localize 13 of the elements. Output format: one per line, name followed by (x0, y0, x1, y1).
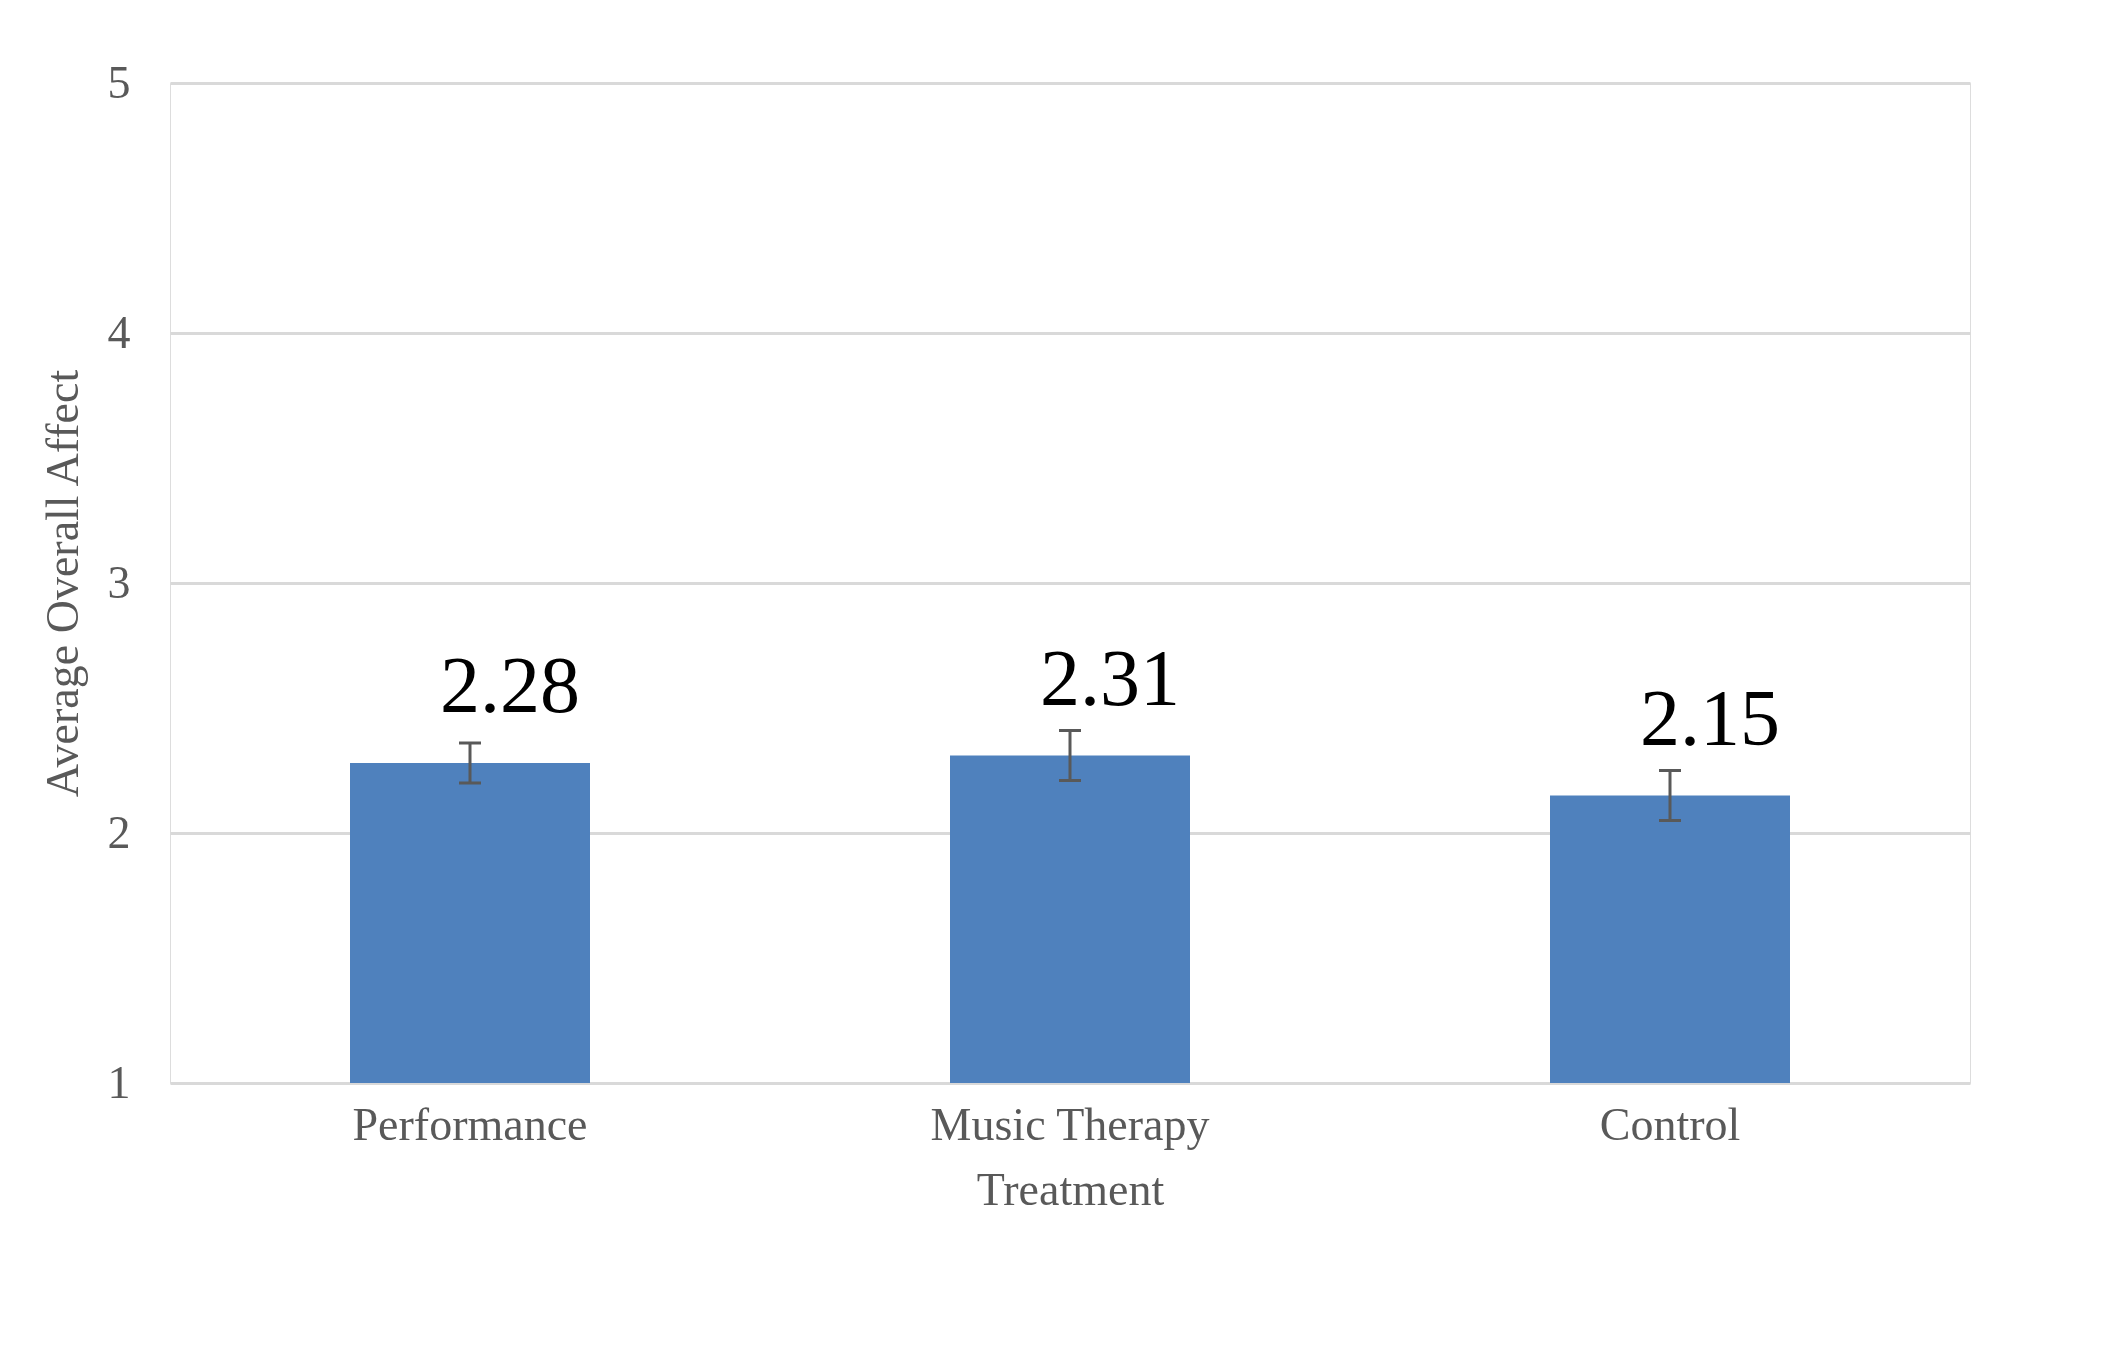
y-tick-label: 3 (107, 556, 131, 608)
y-tick-label: 1 (107, 1056, 131, 1108)
data-label: 2.15 (1640, 673, 1780, 762)
y-tick-label: 2 (107, 806, 131, 858)
y-tick-label: 5 (107, 56, 131, 108)
x-axis-title: Treatment (976, 1163, 1165, 1215)
y-axis-title: Average Overall Affect (36, 369, 88, 798)
x-tick-label: Music Therapy (930, 1098, 1210, 1150)
data-label: 2.28 (440, 641, 580, 729)
x-tick-label: Performance (352, 1098, 588, 1150)
y-tick-label: 4 (107, 306, 131, 358)
x-tick-label: Control (1599, 1098, 1741, 1150)
data-label: 2.31 (1040, 633, 1180, 722)
